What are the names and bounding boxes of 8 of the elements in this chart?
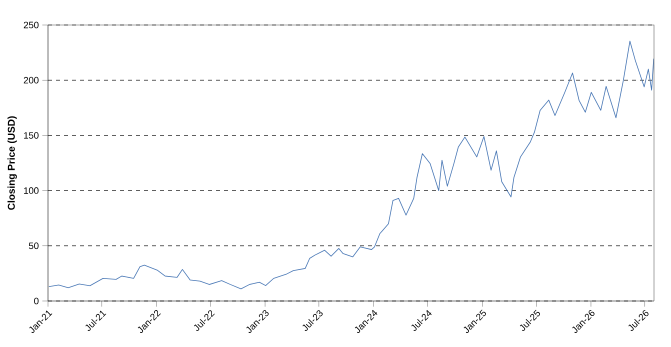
y-tick-label: 200	[24, 76, 39, 84]
y-tick-label: 150	[24, 132, 39, 139]
y-tick-label: 100	[24, 187, 39, 194]
y-tick-label: 50	[28, 242, 39, 250]
y-tick-label: 0	[34, 298, 39, 304]
y-tick-label: 250	[24, 22, 39, 28]
y-axis-title: Closing Price (USD)	[8, 116, 17, 210]
line-series	[48, 40, 654, 290]
